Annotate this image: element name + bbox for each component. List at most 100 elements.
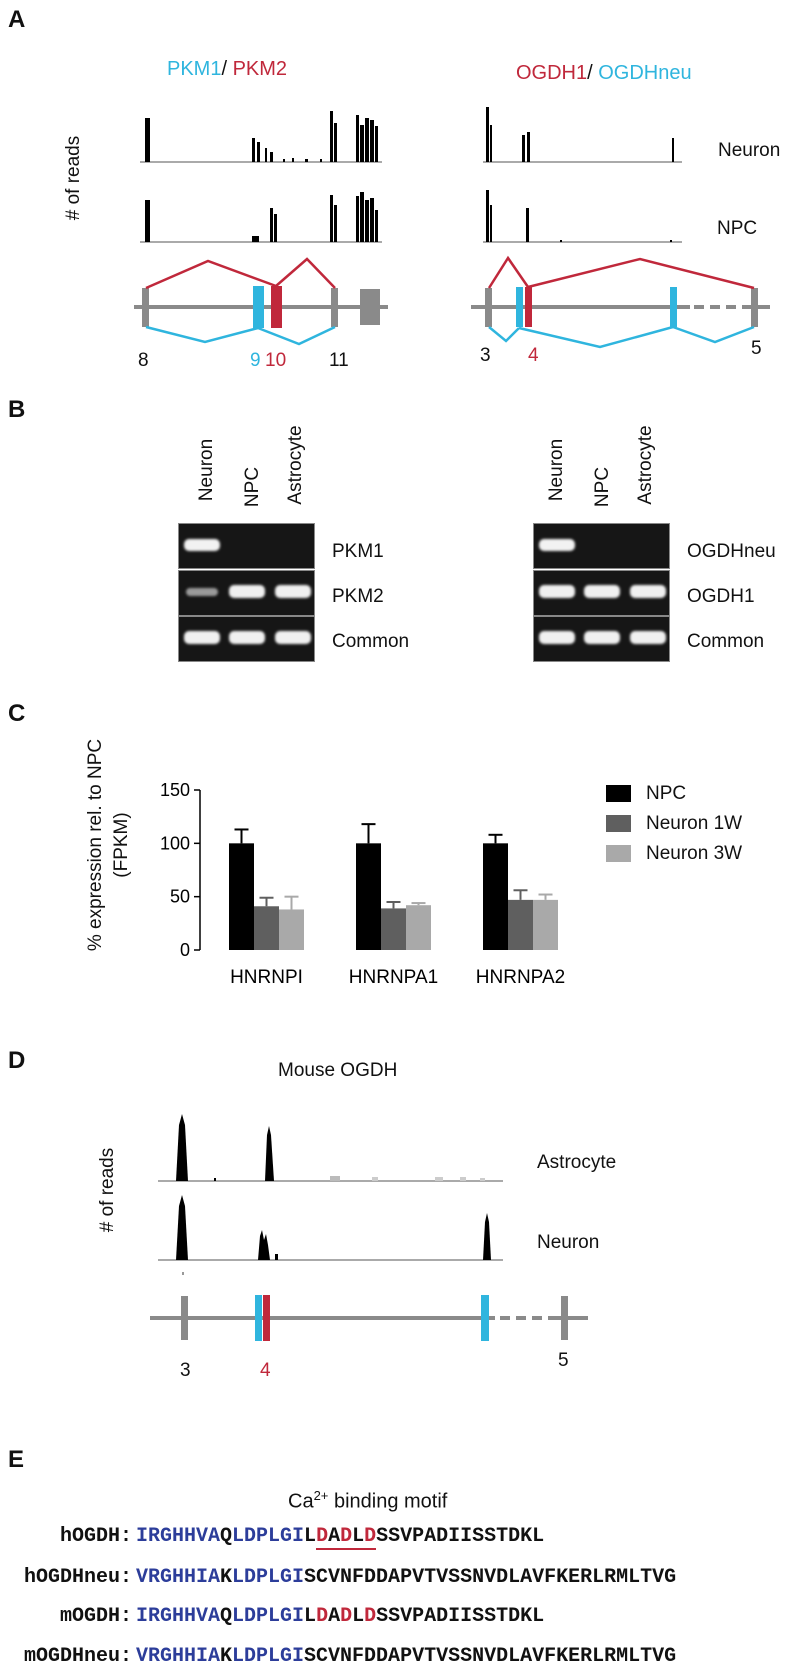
seq-mogdh-blue-2: LDPLGI bbox=[232, 1605, 305, 1628]
legend-label-neuron-3w: Neuron 3W bbox=[646, 843, 743, 864]
seq-hogdh-rest: SSVPADIISSTDKL bbox=[376, 1525, 545, 1548]
seq-mogdhneu-tail: SCVNFDDAPVTVSSNVDLAVFKERLRMLTVG bbox=[304, 1645, 677, 1668]
ogdh-gene-structure bbox=[471, 255, 770, 349]
bar bbox=[533, 899, 558, 950]
y-tick-label: 150 bbox=[160, 780, 190, 800]
pkm2-title: PKM2 bbox=[232, 58, 288, 80]
bar bbox=[508, 899, 533, 950]
mouse-exon-3: 3 bbox=[180, 1360, 191, 1381]
ogdh-row-label-3: Common bbox=[687, 631, 765, 652]
motif-res-3: D bbox=[340, 1525, 353, 1548]
bar bbox=[406, 905, 431, 950]
seq-mogdhneu-black-1: K bbox=[220, 1645, 233, 1668]
mouse-exon-4: 4 bbox=[260, 1360, 271, 1381]
ogdh-gel-bands bbox=[539, 539, 666, 644]
m-motif-res-2: A bbox=[328, 1605, 341, 1628]
panel-b-label: B bbox=[8, 396, 26, 423]
seq-mogdh-tail: L bbox=[304, 1605, 317, 1628]
ogdh1-title: OGDH1 bbox=[516, 62, 588, 84]
pkm-row-label-3: Common bbox=[332, 631, 410, 652]
m-motif-res-1: D bbox=[316, 1605, 329, 1628]
seq-hogdhneu-tail: SCVNFDDAPVTVSSNVDLAVFKERLRMLTVG bbox=[304, 1566, 677, 1589]
seq-mogdh-motif: DADLD bbox=[316, 1605, 376, 1628]
panel-a-label: A bbox=[8, 6, 26, 33]
motif-title-sup: 2+ bbox=[313, 1488, 329, 1503]
bar bbox=[381, 908, 406, 950]
legend-label-neuron-1w: Neuron 1W bbox=[646, 813, 743, 834]
pkm-coverage-tracks bbox=[140, 111, 382, 243]
bar bbox=[279, 909, 304, 950]
pkm1-title: PKM1 bbox=[167, 58, 222, 80]
m-motif-res-4: L bbox=[352, 1605, 365, 1628]
seq-mogdh-black-1: Q bbox=[220, 1605, 233, 1628]
panel-d-label: D bbox=[8, 1047, 26, 1074]
track-label-astrocyte-d: Astrocyte bbox=[537, 1152, 617, 1173]
seq-hogdh-motif: DADLD bbox=[316, 1525, 377, 1550]
bar bbox=[356, 843, 381, 950]
ogdhneu-title: OGDHneu bbox=[598, 62, 692, 84]
legend-swatch-neuron-3w bbox=[606, 845, 631, 862]
panel-d-title: Mouse OGDH bbox=[278, 1060, 398, 1081]
pkm-exon-10: 10 bbox=[265, 350, 287, 371]
seq-hogdh-tail: L bbox=[304, 1525, 317, 1548]
motif-title-prefix: Ca bbox=[288, 1490, 314, 1513]
mouse-exon-5: 5 bbox=[558, 1350, 569, 1371]
m-motif-res-3: D bbox=[340, 1605, 353, 1628]
motif-res-1: D bbox=[316, 1525, 329, 1548]
bar bbox=[254, 906, 279, 950]
m-motif-res-5: D bbox=[364, 1605, 377, 1628]
pkm-title-sep: / bbox=[221, 58, 233, 80]
motif-res-2: A bbox=[328, 1525, 341, 1548]
ogdh-title: OGDH1/ OGDHneu bbox=[516, 62, 692, 85]
motif-title: Ca2+ binding motif bbox=[288, 1488, 447, 1514]
seq-hogdh-black-1: Q bbox=[220, 1525, 233, 1548]
seq-name-hogdh: hOGDH: bbox=[59, 1525, 132, 1548]
track-label-npc-a: NPC bbox=[717, 218, 758, 239]
ogdh-title-sep: / bbox=[587, 62, 599, 84]
seq-hogdh: IRGHHVAQLDPLGILDADLDSSVPADIISSTDKL bbox=[136, 1525, 545, 1550]
bar bbox=[229, 843, 254, 950]
seq-name-mogdhneu: mOGDHneu: bbox=[23, 1645, 132, 1668]
pkm-exon-11: 11 bbox=[329, 350, 349, 371]
ogdh-exon-3: 3 bbox=[480, 345, 491, 366]
seq-hogdh-blue-2: LDPLGI bbox=[232, 1525, 305, 1548]
pkm-row-label-2: PKM2 bbox=[332, 586, 384, 607]
motif-res-5: D bbox=[364, 1525, 377, 1548]
y-tick-label: 0 bbox=[180, 940, 190, 960]
pkm-exon-9: 9 bbox=[250, 350, 261, 371]
x-tick-label: HNRNPI bbox=[230, 967, 303, 988]
ogdh-row-label-1: OGDHneu bbox=[687, 541, 776, 562]
seq-mogdhneu-blue-1: VRGHHIA bbox=[136, 1645, 221, 1668]
y-tick-label: 50 bbox=[170, 887, 190, 907]
pkm-title: PKM1/ PKM2 bbox=[167, 58, 287, 81]
legend-swatch-npc bbox=[606, 785, 631, 802]
pkm-row-label-1: PKM1 bbox=[332, 541, 384, 562]
legend-label-npc: NPC bbox=[646, 783, 687, 804]
track-label-neuron-a: Neuron bbox=[718, 140, 781, 161]
seq-hogdhneu-blue-2: LDPLGI bbox=[232, 1566, 305, 1589]
seq-name-mogdh: mOGDH: bbox=[59, 1605, 132, 1628]
x-tick-label: HNRNPA2 bbox=[476, 967, 565, 988]
seq-name-hogdhneu: hOGDHneu: bbox=[23, 1566, 132, 1589]
panel-e-label: E bbox=[8, 1446, 25, 1473]
seq-mogdh-blue-1: IRGHHVA bbox=[136, 1605, 221, 1628]
pkm-exon-8: 8 bbox=[138, 350, 149, 371]
seq-hogdhneu: VRGHHIAKLDPLGISCVNFDDAPVTVSSNVDLAVFKERLR… bbox=[136, 1566, 676, 1589]
ogdh-exon-4: 4 bbox=[528, 345, 539, 366]
seq-mogdh: IRGHHVAQLDPLGILDADLDSSVPADIISSTDKL bbox=[136, 1605, 544, 1628]
ogdh-coverage-tracks bbox=[483, 107, 682, 243]
ogdh-exon-5: 5 bbox=[751, 338, 762, 359]
pkm-gel-bands bbox=[184, 539, 311, 644]
motif-res-4: L bbox=[352, 1525, 365, 1548]
panel-c-label: C bbox=[8, 700, 26, 727]
track-label-neuron-d: Neuron bbox=[537, 1232, 600, 1253]
y-tick-label: 100 bbox=[160, 833, 190, 853]
seq-mogdh-rest: SSVPADIISSTDKL bbox=[376, 1605, 545, 1628]
bar bbox=[483, 843, 508, 950]
legend-swatch-neuron-1w bbox=[606, 815, 631, 832]
seq-hogdh-blue-1: IRGHHVA bbox=[136, 1525, 221, 1548]
pkm-gene-structure bbox=[134, 257, 388, 346]
